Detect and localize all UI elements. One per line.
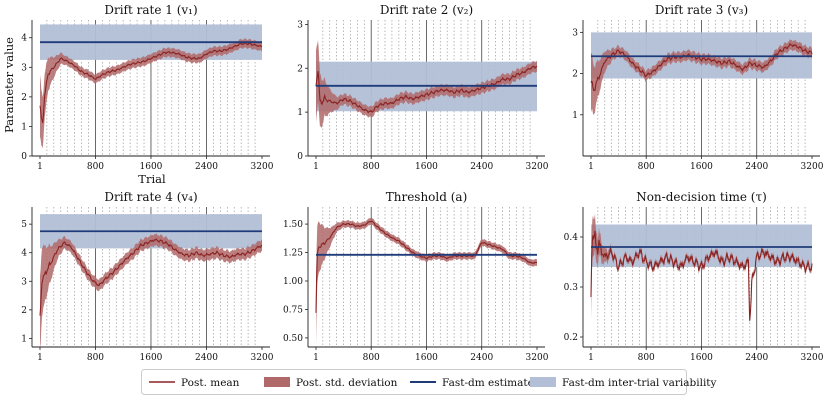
legend: Post. mean Post. std. deviation Fast-dm … bbox=[141, 369, 717, 395]
x-tick-label: 1600 bbox=[140, 162, 163, 172]
x-tick-label: 800 bbox=[363, 353, 380, 363]
y-tick-label: 3 bbox=[21, 277, 27, 287]
posterior-mean-line bbox=[315, 65, 538, 114]
y-tick-label: 4 bbox=[21, 34, 27, 44]
panel-6: 1 800 1600 2400 3200 0.2 0.3 0.4 Non-decision ti… bbox=[564, 190, 824, 363]
posterior-mean-line bbox=[590, 230, 813, 321]
x-tick-label: 1 bbox=[37, 162, 43, 172]
x-tick-label: 1 bbox=[313, 353, 319, 363]
y-tick-label: 1 bbox=[21, 122, 27, 132]
x-tick-label: 2400 bbox=[195, 353, 218, 363]
y-tick-label: 2 bbox=[21, 306, 27, 316]
y-tick-label: 0.4 bbox=[564, 233, 579, 243]
x-tick-label: 2400 bbox=[745, 162, 768, 172]
panel-title: Drift rate 3 (v₃) bbox=[655, 3, 748, 17]
y-tick-label: 0.75 bbox=[283, 305, 303, 315]
y-tick-label: 2 bbox=[572, 70, 578, 80]
x-tick-label: 3200 bbox=[526, 353, 549, 363]
x-tick-label: 1600 bbox=[690, 162, 713, 172]
x-tick-label: 800 bbox=[363, 162, 380, 172]
x-tick-label: 2400 bbox=[195, 162, 218, 172]
y-tick-label: 2 bbox=[21, 93, 27, 103]
y-tick-label: 0 bbox=[21, 152, 27, 162]
y-tick-label: 1 bbox=[297, 108, 303, 118]
y-tick-label: 4 bbox=[21, 249, 27, 259]
x-tick-label: 1600 bbox=[690, 353, 713, 363]
y-tick-label: 0 bbox=[297, 152, 303, 162]
y-tick-label: 1.25 bbox=[283, 249, 303, 259]
y-tick-label: 0.2 bbox=[564, 333, 578, 343]
x-tick-label: 2400 bbox=[470, 162, 493, 172]
legend-estimate-label: Fast-dm estimate bbox=[442, 377, 534, 389]
legend-std-swatch bbox=[264, 377, 290, 387]
panel-title: Threshold (a) bbox=[386, 190, 468, 204]
x-tick-label: 2400 bbox=[745, 353, 768, 363]
posterior-mean-line bbox=[39, 41, 263, 124]
legend-std-label: Post. std. deviation bbox=[296, 377, 398, 389]
y-tick-label: 0.50 bbox=[283, 334, 303, 344]
y-tick-label: 1.50 bbox=[283, 220, 303, 230]
legend-variability-swatch bbox=[530, 377, 556, 387]
x-axis-label: Trial bbox=[138, 172, 166, 186]
y-axis-label: Parameter value bbox=[2, 37, 16, 133]
y-tick-label: 3 bbox=[572, 28, 578, 38]
panel-title: Drift rate 2 (v₂) bbox=[380, 3, 473, 17]
x-tick-label: 800 bbox=[638, 162, 655, 172]
posterior-mean-line bbox=[39, 238, 263, 316]
panel-title: Drift rate 1 (v₁) bbox=[104, 3, 197, 17]
y-tick-label: 1 bbox=[572, 111, 578, 121]
panel-5: 1 800 1600 2400 3200 0.50 0.75 1.00 1.25 1.50 Thre… bbox=[283, 190, 549, 363]
posterior-std-band bbox=[316, 217, 537, 345]
y-tick-label: 0.3 bbox=[564, 283, 579, 293]
y-tick-label: 3 bbox=[21, 63, 27, 73]
panel-title: Non-decision time (τ) bbox=[636, 190, 767, 204]
x-tick-label: 1600 bbox=[415, 353, 438, 363]
panel-4: 1 800 1600 2400 3200 1 2 3 4 5 Drift rate 4 (v₄) bbox=[21, 190, 273, 363]
x-tick-label: 1 bbox=[588, 162, 594, 172]
posterior-mean-line bbox=[315, 220, 538, 313]
panel-title: Drift rate 4 (v₄) bbox=[104, 190, 197, 204]
y-tick-label: 1 bbox=[21, 334, 27, 344]
y-tick-label: 3 bbox=[297, 20, 303, 30]
x-tick-label: 800 bbox=[87, 353, 104, 363]
panel-3: 1 800 1600 2400 3200 1 2 3 Drift rate 3 (v₃) bbox=[572, 3, 823, 172]
x-tick-label: 3200 bbox=[251, 162, 274, 172]
y-tick-label: 1.00 bbox=[283, 277, 303, 287]
x-tick-label: 800 bbox=[87, 162, 104, 172]
y-tick-label: 5 bbox=[21, 220, 27, 230]
x-tick-label: 1600 bbox=[415, 162, 438, 172]
x-tick-label: 3200 bbox=[526, 162, 549, 172]
posterior-std-band bbox=[40, 38, 262, 149]
legend-variability-label: Fast-dm inter-trial variability bbox=[562, 377, 717, 389]
y-tick-label: 2 bbox=[297, 64, 303, 74]
x-tick-label: 2400 bbox=[470, 353, 493, 363]
legend-mean-label: Post. mean bbox=[181, 377, 240, 389]
posterior-std-band bbox=[591, 39, 812, 115]
posterior-std-band bbox=[316, 40, 537, 128]
x-tick-label: 3200 bbox=[251, 353, 274, 363]
posterior-mean-line bbox=[590, 42, 813, 92]
x-tick-label: 3200 bbox=[801, 353, 824, 363]
x-tick-label: 1 bbox=[313, 162, 319, 172]
x-tick-label: 1 bbox=[37, 353, 43, 363]
x-tick-label: 800 bbox=[638, 353, 655, 363]
x-tick-label: 3200 bbox=[801, 162, 824, 172]
x-tick-label: 1 bbox=[588, 353, 594, 363]
x-tick-label: 1600 bbox=[140, 353, 163, 363]
